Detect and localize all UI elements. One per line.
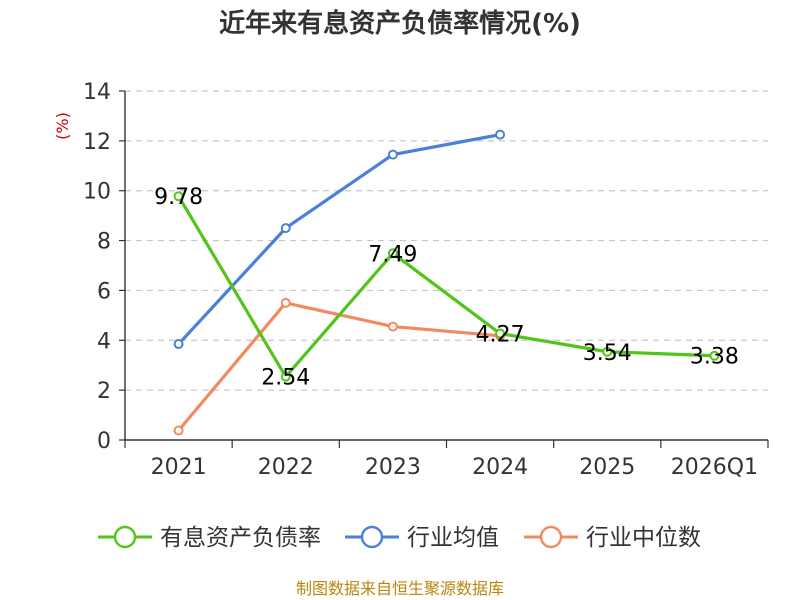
data-point xyxy=(602,346,613,357)
y-tick-label: 2 xyxy=(97,379,111,404)
x-tick-label: 2026Q1 xyxy=(671,455,758,480)
y-tick-label: 14 xyxy=(83,80,111,105)
y-tick-label: 4 xyxy=(97,329,111,354)
x-tick-label: 2024 xyxy=(472,455,528,480)
legend-marker xyxy=(539,525,563,549)
legend-label: 行业中位数 xyxy=(586,525,701,551)
data-point xyxy=(495,328,506,339)
data-label: 3.54 xyxy=(583,341,632,366)
legend-marker xyxy=(360,525,384,549)
x-tick-label: 2023 xyxy=(365,455,421,480)
y-tick-label: 6 xyxy=(97,279,111,304)
axes: 0 2 4 6 8 10 12 14 2021 2022 2023 2024 2025 2026Q1 xyxy=(83,80,769,480)
data-label: 7.49 xyxy=(368,242,417,267)
data-label: 3.38 xyxy=(690,345,739,370)
y-tick-label: 8 xyxy=(97,230,111,255)
x-tick-label: 2021 xyxy=(151,455,207,480)
data-label: 4.27 xyxy=(476,323,525,348)
data-label: 2.54 xyxy=(261,366,310,391)
y-axis-unit: (%) xyxy=(53,112,72,140)
legend-label: 行业均值 xyxy=(407,525,499,551)
data-point xyxy=(280,371,291,382)
legend-label: 有息资产负债率 xyxy=(160,525,321,551)
legend: 有息资产负债率 行业均值 行业中位数 xyxy=(98,525,701,551)
data-point xyxy=(280,297,291,308)
data-point xyxy=(173,425,184,436)
source-note: 制图数据来自恒生聚源数据库 xyxy=(296,579,504,598)
chart-title: 近年来有息资产负债率情况(%) xyxy=(219,8,581,39)
series-line xyxy=(177,301,501,432)
x-tick-label: 2025 xyxy=(579,455,635,480)
data-label: 9.78 xyxy=(154,185,203,210)
series-layer xyxy=(173,129,720,436)
data-point xyxy=(495,129,506,140)
data-point xyxy=(173,191,184,202)
legend-marker xyxy=(113,525,137,549)
data-point xyxy=(173,339,184,350)
series-line xyxy=(177,195,715,379)
data-point xyxy=(387,149,398,160)
data-point xyxy=(387,321,398,332)
data-point xyxy=(709,350,720,361)
data-point xyxy=(387,248,398,259)
data-point xyxy=(280,223,291,234)
y-tick-label: 12 xyxy=(83,130,111,155)
y-tick-label: 0 xyxy=(97,429,111,454)
x-tick-label: 2022 xyxy=(258,455,314,480)
data-labels: 9.78 2.54 7.49 4.27 3.54 3.38 xyxy=(154,185,739,390)
grid-lines xyxy=(125,90,768,391)
y-tick-label: 10 xyxy=(83,180,111,205)
